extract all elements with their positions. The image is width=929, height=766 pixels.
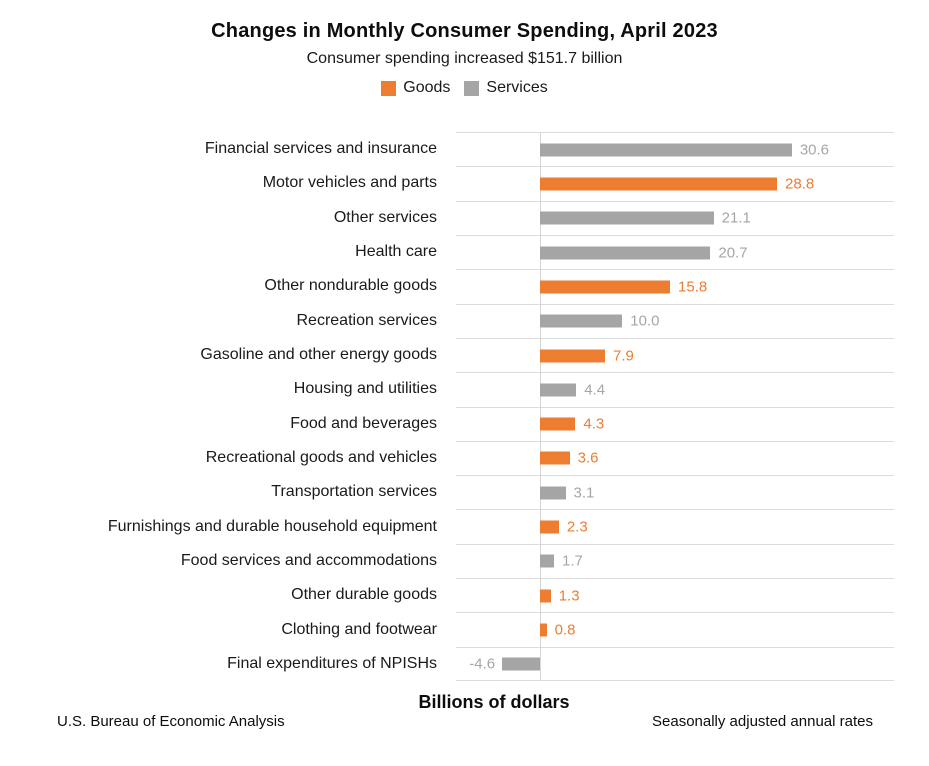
chart-title: Changes in Monthly Consumer Spending, Ap… [211, 20, 718, 42]
bar-services [502, 657, 540, 671]
bar-chart: Financial services and insurance 30.6 Moto… [0, 132, 929, 682]
plot-area: 21.1 [456, 200, 894, 237]
bar-goods [540, 451, 570, 465]
chart-row: Food and beverages 4.3 [0, 406, 929, 443]
category-label: Housing and utilities [293, 380, 437, 398]
value-label: 4.4 [584, 381, 606, 399]
category-label: Other nondurable goods [264, 277, 437, 295]
chart-row: Transportation services 3.1 [0, 475, 929, 511]
category-label: Financial services and insurance [204, 140, 437, 158]
category-label: Furnishings and durable household equipm… [107, 517, 437, 535]
category-label: Recreational goods and vehicles [205, 448, 437, 466]
value-label: 10.0 [630, 312, 660, 330]
chart-row: Housing and utilities 4.4 [0, 372, 929, 408]
value-label: 28.8 [785, 175, 815, 193]
value-label: 1.3 [558, 587, 580, 605]
bar-services [540, 383, 577, 397]
bar-services [540, 246, 711, 260]
plot-area: 30.6 [456, 132, 894, 168]
bar-services [540, 143, 792, 157]
plot-area: 3.6 [456, 440, 894, 477]
source-note: U.S. Bureau of Economic Analysis [57, 713, 285, 730]
chart-row: Gasoline and other energy goods 7.9 [0, 337, 929, 374]
bar-services [540, 554, 554, 568]
value-label: 15.8 [678, 278, 708, 296]
plot-area: 7.9 [456, 337, 894, 374]
plot-area: 20.7 [456, 234, 894, 271]
value-label: 30.6 [799, 141, 830, 159]
chart-row: Furnishings and durable household equipm… [0, 509, 929, 546]
plot-area: 28.8 [456, 166, 894, 202]
value-label: 21.1 [721, 209, 751, 227]
legend-swatch-icon [464, 80, 480, 96]
category-label: Final expenditures of NPISHs [227, 654, 437, 672]
plot-area: 1.3 [456, 578, 894, 614]
legend-item-goods: Goods [381, 79, 450, 97]
bar-goods [540, 177, 778, 191]
chart-row: Other services 21.1 [0, 200, 929, 237]
value-label: 20.7 [718, 244, 748, 262]
plot-area: -4.6 [456, 646, 894, 682]
category-label: Other services [333, 208, 437, 226]
chart-row: Other durable goods 1.3 [0, 578, 929, 614]
chart-row: Final expenditures of NPISHs -4.6 [0, 646, 929, 682]
category-label: Motor vehicles and parts [262, 174, 437, 192]
plot-area: 3.1 [456, 475, 894, 511]
legend-label: Services [486, 79, 548, 96]
plot-area: 1.7 [456, 543, 894, 580]
legend: Goods Services [0, 78, 929, 98]
category-label: Transportation services [271, 483, 437, 501]
chart-row: Financial services and insurance 30.6 [0, 132, 929, 168]
bar-goods [540, 520, 559, 534]
adjustment-note: Seasonally adjusted annual rates [652, 713, 873, 730]
category-label: Other durable goods [291, 586, 437, 604]
plot-area: 10.0 [456, 303, 894, 340]
chart-subtitle: Consumer spending increased $151.7 billi… [306, 50, 623, 67]
category-label: Food services and accommodations [180, 551, 437, 569]
chart-row: Health care 20.7 [0, 234, 929, 271]
chart-row: Food services and accommodations 1.7 [0, 543, 929, 580]
category-label: Recreation services [296, 311, 438, 329]
chart-row: Recreational goods and vehicles 3.6 [0, 440, 929, 477]
value-label: -4.6 [469, 655, 496, 673]
bar-goods [540, 349, 606, 363]
legend-label: Goods [403, 79, 451, 96]
chart-row: Clothing and footwear 0.8 [0, 612, 929, 649]
chart-row: Recreation services 10.0 [0, 303, 929, 340]
plot-area: 4.3 [456, 406, 894, 443]
legend-swatch-icon [381, 80, 397, 96]
chart-row: Other nondurable goods 15.8 [0, 269, 929, 305]
value-label: 1.7 [561, 552, 583, 570]
bar-goods [540, 623, 547, 637]
value-label: 7.9 [613, 347, 634, 365]
plot-area: 2.3 [456, 509, 894, 546]
plot-area: 15.8 [456, 269, 894, 305]
chart-row: Motor vehicles and parts 28.8 [0, 166, 929, 202]
bar-goods [540, 280, 671, 294]
plot-area: 4.4 [456, 372, 894, 408]
plot-area: 0.8 [456, 612, 894, 649]
value-label: 0.8 [554, 621, 576, 639]
category-label: Health care [355, 243, 437, 261]
legend-item-services: Services [464, 79, 548, 97]
bar-services [540, 211, 714, 225]
category-label: Clothing and footwear [281, 620, 437, 638]
value-label: 3.1 [573, 484, 595, 502]
value-label: 4.3 [583, 415, 605, 433]
bar-goods [540, 589, 551, 603]
value-label: 2.3 [566, 518, 588, 536]
bar-services [540, 486, 566, 500]
x-axis-title: Billions of dollars [418, 692, 570, 712]
value-label: 3.6 [577, 449, 599, 467]
category-label: Gasoline and other energy goods [200, 346, 437, 364]
bar-goods [540, 417, 576, 431]
category-label: Food and beverages [290, 414, 437, 432]
bar-services [540, 314, 623, 328]
